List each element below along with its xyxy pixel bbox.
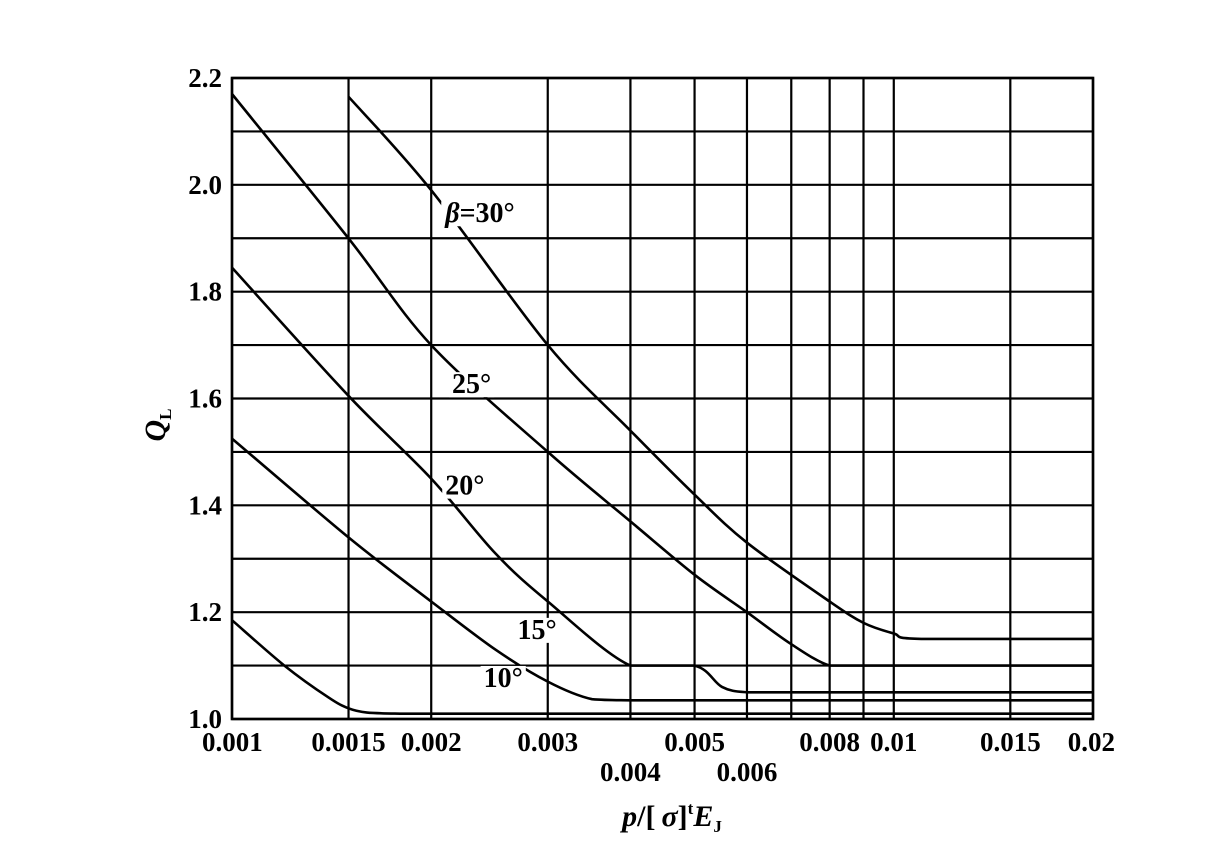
series-line [230, 93, 1093, 667]
series-label-bg [480, 665, 526, 691]
x-tick-label: 0.02 [1068, 727, 1115, 757]
y-tick-label: 1.2 [188, 597, 222, 627]
series-line [347, 95, 1093, 641]
series-label-value: =30° [460, 198, 515, 229]
series-label-beta: β [444, 198, 460, 229]
y-tick-labels: 1.0 1.2 1.4 1.6 1.8 2.0 2.2 [188, 63, 222, 734]
y-axis-label-subscript: L [156, 408, 175, 419]
series-line [231, 266, 1093, 694]
series-label-bg [514, 617, 560, 643]
x-axis-label: p/[σ]tEJ [619, 799, 722, 836]
grid [230, 76, 1095, 721]
series-label: β=30° [444, 198, 515, 229]
y-tick-label: 1.8 [188, 277, 222, 307]
x-tick-label: 0.006 [717, 757, 778, 787]
series-lines [230, 93, 1093, 716]
svg-text:QL: QL [139, 408, 175, 441]
series-label-bg [442, 473, 488, 499]
series-label: 20° [445, 471, 484, 502]
plot-frame [230, 76, 1095, 721]
x-axis-label-p: p [619, 800, 637, 833]
y-axis-label-main: Q [139, 420, 172, 442]
x-tick-label: 0.01 [870, 727, 917, 757]
series-label: 15° [517, 615, 556, 646]
y-tick-label: 1.6 [188, 384, 222, 414]
series-line [231, 619, 1093, 716]
x-tick-label: 0.008 [799, 727, 860, 757]
x-axis-label-E: E [692, 800, 713, 833]
y-tick-label: 1.4 [188, 490, 222, 520]
y-tick-label: 2.2 [188, 63, 222, 93]
series-label: 25° [452, 369, 491, 400]
y-tick-label: 2.0 [188, 170, 222, 200]
x-tick-label: 0.002 [401, 727, 462, 757]
series-label: 10° [484, 663, 523, 694]
curve-labels: 10° 15° 20° 25° β=30° [441, 198, 560, 694]
series-line [231, 437, 1093, 702]
x-axis-label-slash: /[ [636, 800, 655, 833]
series-label-bg [441, 201, 518, 227]
series-label-bg [449, 372, 495, 398]
x-tick-label: 0.015 [980, 727, 1041, 757]
x-axis-label-close: ] [678, 800, 688, 833]
y-tick-label: 1.0 [188, 704, 222, 734]
x-tick-label: 0.001 [202, 727, 263, 757]
x-axis-label-sub: J [713, 817, 722, 836]
x-tick-label: 0.004 [600, 757, 661, 787]
x-tick-label: 0.003 [517, 727, 578, 757]
x-axis-label-sigma: σ [661, 800, 678, 833]
x-tick-label: 0.0015 [311, 727, 385, 757]
x-tick-label: 0.005 [664, 727, 725, 757]
x-axis-label-sup: t [688, 799, 694, 818]
y-axis-label: QL [139, 408, 175, 441]
